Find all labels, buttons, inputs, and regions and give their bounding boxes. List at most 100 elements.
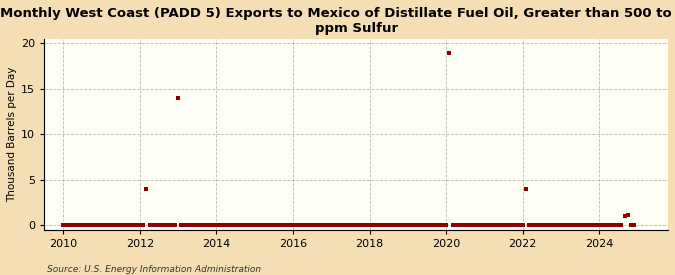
Point: [119, 223, 130, 227]
Point: [402, 222, 413, 227]
Point: [383, 222, 394, 227]
Point: [252, 222, 263, 227]
Point: [237, 222, 248, 227]
Point: [514, 223, 525, 227]
Point: [581, 222, 592, 227]
Point: [498, 222, 509, 227]
Point: [505, 222, 516, 227]
Point: [125, 223, 136, 227]
Point: [367, 222, 378, 227]
Point: [249, 222, 260, 227]
Point: [208, 222, 219, 227]
Point: [211, 222, 222, 227]
Point: [485, 222, 496, 227]
Point: [99, 222, 110, 227]
Point: [80, 223, 91, 227]
Point: [86, 223, 97, 227]
Point: [65, 223, 76, 227]
Point: [406, 223, 416, 227]
Point: [189, 222, 200, 227]
Point: [552, 222, 563, 227]
Point: [342, 222, 353, 227]
Point: [562, 222, 573, 227]
Point: [173, 96, 184, 100]
Point: [278, 222, 289, 227]
Point: [546, 222, 557, 227]
Point: [169, 223, 180, 227]
Point: [265, 222, 276, 227]
Point: [463, 222, 474, 227]
Point: [109, 223, 119, 227]
Point: [134, 223, 145, 227]
Point: [377, 223, 387, 227]
Point: [441, 222, 452, 227]
Point: [326, 222, 337, 227]
Point: [93, 223, 104, 227]
Point: [313, 222, 324, 227]
Point: [217, 223, 228, 227]
Point: [205, 223, 215, 227]
Point: [476, 223, 487, 227]
Point: [74, 223, 85, 227]
Point: [613, 222, 624, 227]
Point: [354, 222, 365, 227]
Point: [214, 222, 225, 227]
Point: [380, 222, 391, 227]
Point: [97, 223, 107, 227]
Point: [469, 222, 480, 227]
Point: [466, 222, 477, 227]
Point: [415, 222, 426, 227]
Point: [622, 213, 633, 218]
Point: [319, 222, 330, 227]
Point: [578, 222, 589, 227]
Point: [450, 222, 461, 227]
Point: [84, 223, 95, 227]
Point: [603, 222, 614, 227]
Point: [495, 222, 506, 227]
Point: [221, 222, 232, 227]
Point: [332, 222, 343, 227]
Point: [533, 222, 544, 227]
Point: [574, 222, 585, 227]
Point: [246, 223, 257, 227]
Point: [157, 222, 167, 227]
Point: [106, 223, 117, 227]
Point: [620, 214, 630, 218]
Point: [103, 223, 113, 227]
Point: [275, 222, 286, 227]
Point: [166, 223, 177, 227]
Point: [259, 222, 270, 227]
Point: [425, 223, 435, 227]
Point: [160, 223, 171, 227]
Point: [428, 222, 439, 227]
Point: [71, 223, 82, 227]
Point: [626, 222, 637, 227]
Point: [460, 222, 470, 227]
Point: [271, 222, 282, 227]
Point: [572, 222, 583, 227]
Point: [448, 222, 458, 227]
Point: [524, 223, 535, 227]
Point: [352, 222, 362, 227]
Point: [182, 222, 193, 227]
Point: [240, 222, 250, 227]
Point: [358, 222, 369, 227]
Point: [587, 222, 598, 227]
Point: [329, 222, 340, 227]
Point: [115, 223, 126, 227]
Point: [437, 222, 448, 227]
Point: [317, 222, 327, 227]
Point: [128, 223, 139, 227]
Point: [610, 222, 620, 227]
Point: [389, 223, 400, 227]
Point: [371, 223, 381, 227]
Point: [291, 222, 302, 227]
Point: [281, 222, 292, 227]
Point: [565, 222, 576, 227]
Point: [517, 222, 528, 227]
Point: [306, 222, 317, 227]
Point: [144, 222, 155, 227]
Point: [396, 222, 407, 227]
Point: [443, 50, 454, 55]
Point: [304, 222, 315, 227]
